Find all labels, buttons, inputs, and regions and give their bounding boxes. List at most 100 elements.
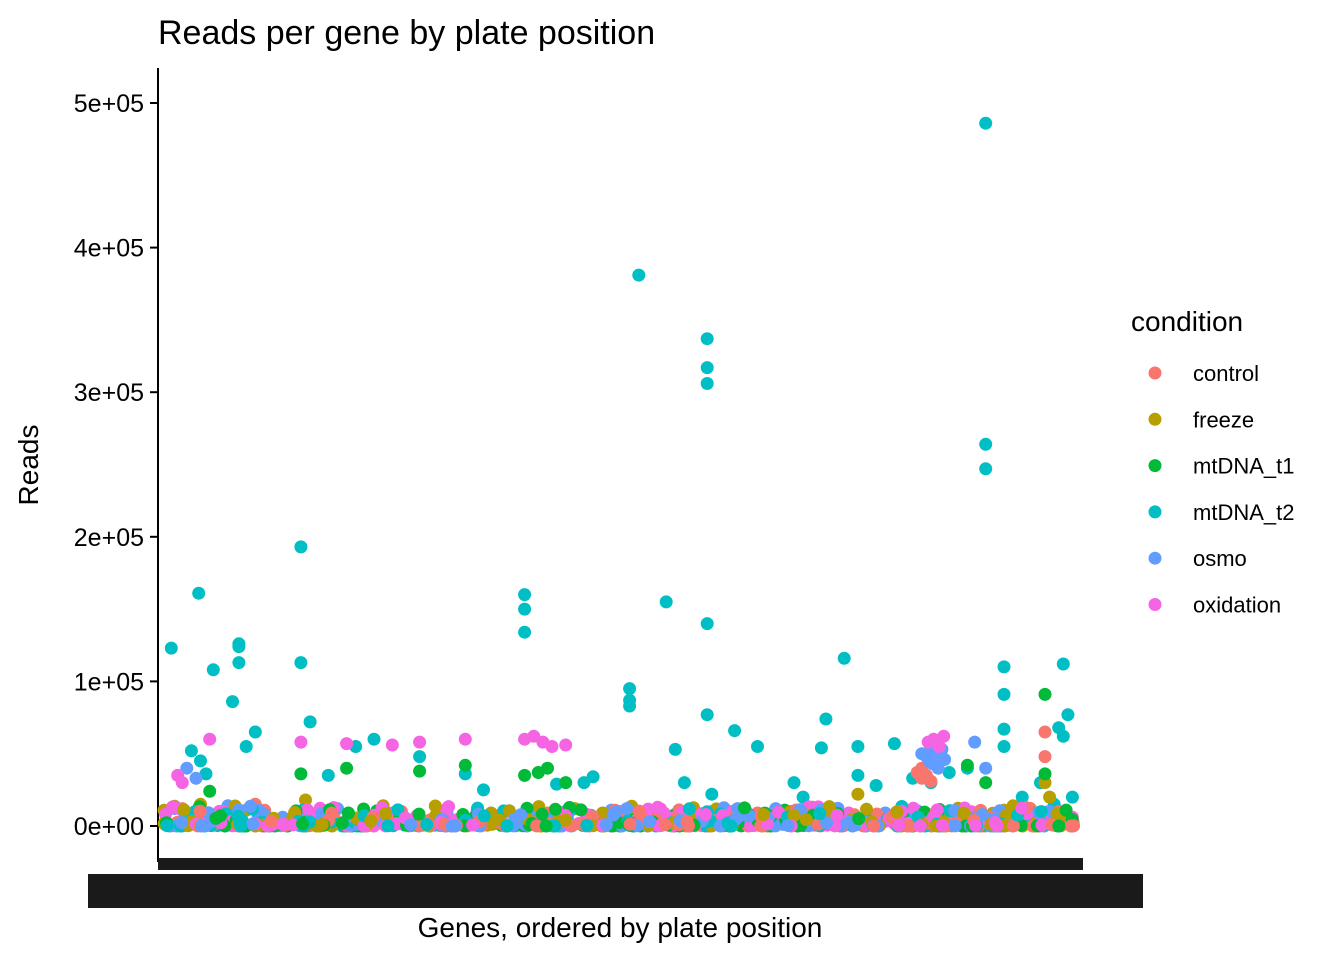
- data-point-cluster: [1064, 819, 1078, 833]
- data-point-cluster: [867, 819, 881, 833]
- data-point-cluster: [901, 819, 915, 833]
- data-point-mtDNA_t2: [184, 744, 198, 758]
- y-ticks: 0e+00 1e+05 2e+05 3e+05 4e+05 5e+05: [74, 90, 158, 841]
- data-point-mtDNA_t2: [700, 617, 714, 631]
- data-point-cluster: [286, 818, 300, 832]
- data-point-cluster: [231, 809, 245, 823]
- data-point-cluster: [813, 807, 827, 821]
- data-point-cluster: [890, 805, 904, 819]
- data-point-oxidation: [175, 776, 189, 790]
- data-point-mtDNA_t2: [942, 766, 956, 779]
- data-point-mtDNA_t2: [751, 740, 764, 753]
- data-point-mtDNA_t1: [1038, 767, 1052, 781]
- data-point-cluster: [445, 819, 459, 833]
- data-point-cluster: [757, 808, 770, 821]
- x-axis-title: Genes, ordered by plate position: [418, 912, 823, 943]
- data-point-mtDNA_t2: [814, 741, 828, 755]
- data-point-mtDNA_t2: [248, 725, 262, 739]
- data-point-cluster: [606, 808, 620, 822]
- data-point-cluster: [500, 819, 514, 833]
- data-point-cluster: [787, 808, 801, 822]
- data-point-mtDNA_t2: [623, 693, 637, 707]
- data-point-oxidation: [932, 740, 946, 753]
- data-point-cluster: [852, 812, 866, 826]
- data-point-cluster: [935, 818, 949, 832]
- data-point-mtDNA_t2: [705, 787, 719, 801]
- data-point-control: [1038, 725, 1052, 739]
- data-point-mtDNA_t2: [413, 750, 427, 764]
- data-point-oxidation: [458, 732, 472, 746]
- data-point-mtDNA_t2: [979, 437, 993, 451]
- data-point-mtDNA_t2: [1065, 790, 1079, 804]
- data-point-cluster: [276, 818, 290, 831]
- data-point-cluster: [860, 802, 873, 816]
- data-point-mtDNA_t2: [239, 740, 253, 753]
- y-tick-label: 2e+05: [74, 524, 144, 552]
- legend-swatch-freeze: [1148, 412, 1162, 426]
- data-point-cluster: [193, 804, 207, 818]
- data-point-cluster: [175, 816, 189, 829]
- data-point-cluster: [466, 818, 480, 832]
- data-point-mtDNA_t2: [232, 656, 246, 670]
- data-point-cluster: [379, 807, 393, 821]
- data-points: [157, 116, 1081, 833]
- data-point-cluster: [214, 809, 227, 823]
- data-point-mtDNA_t2: [700, 361, 714, 375]
- data-point-cluster: [643, 815, 657, 829]
- data-point-cluster: [341, 806, 355, 820]
- data-point-osmo: [189, 771, 203, 785]
- data-point-cluster: [892, 818, 906, 832]
- data-point-cluster: [682, 802, 696, 816]
- data-point-mtDNA_t2: [997, 687, 1011, 701]
- data-point-mtDNA_t2: [700, 377, 714, 390]
- data-point-cluster: [623, 817, 637, 831]
- data-point-cluster: [1052, 819, 1066, 833]
- data-point-mtDNA_t2: [192, 586, 206, 600]
- data-point-cluster: [514, 808, 528, 822]
- data-point-cluster: [724, 819, 738, 833]
- data-point-cluster: [599, 818, 613, 832]
- data-point-mtDNA_t2: [1056, 657, 1070, 671]
- data-point-cluster: [177, 803, 191, 817]
- data-point-cluster: [412, 807, 426, 821]
- data-point-cluster: [948, 819, 962, 833]
- data-point-mtDNA_t1: [458, 758, 472, 772]
- data-point-freeze: [1043, 790, 1057, 804]
- data-point-mtDNA_t2: [367, 732, 381, 746]
- data-point-mtDNA_t2: [294, 540, 308, 554]
- data-point-mtDNA_t2: [997, 740, 1011, 753]
- data-point-mtDNA_t2: [623, 682, 637, 696]
- data-point-cluster: [574, 803, 588, 817]
- data-point-osmo: [180, 761, 194, 775]
- y-tick-label: 0e+00: [74, 813, 144, 841]
- data-point-freeze: [851, 787, 865, 801]
- data-point-cluster: [477, 809, 491, 823]
- legend-label-mtDNA_t1: mtDNA_t1: [1193, 454, 1294, 479]
- data-point-mtDNA_t2: [164, 641, 178, 655]
- data-point-cluster: [913, 819, 927, 833]
- data-point-mtDNA_t1: [294, 767, 308, 781]
- data-point-mtDNA_t1: [340, 761, 354, 775]
- data-point-cluster: [680, 815, 694, 829]
- data-point-mtDNA_t1: [518, 768, 532, 782]
- data-point-cluster: [381, 819, 395, 833]
- data-point-cluster: [530, 819, 544, 833]
- y-tick-label: 3e+05: [74, 379, 144, 407]
- data-point-mtDNA_t1: [541, 761, 554, 775]
- legend-label-control: control: [1193, 361, 1259, 386]
- data-point-cluster: [957, 806, 971, 820]
- data-point-mtDNA_t2: [1015, 790, 1029, 804]
- data-point-cluster: [264, 814, 278, 828]
- data-point-mtDNA_t2: [206, 663, 220, 677]
- legend-swatch-control: [1148, 366, 1162, 380]
- data-point-mtDNA_t2: [728, 724, 742, 738]
- data-point-osmo: [938, 753, 952, 766]
- data-point-cluster: [160, 819, 174, 833]
- data-point-cluster: [820, 816, 833, 830]
- data-point-mtDNA_t2: [659, 595, 673, 609]
- data-point-cluster: [822, 800, 836, 814]
- data-point-mtDNA_t2: [632, 268, 646, 282]
- data-point-mtDNA_t2: [851, 768, 865, 782]
- legend-label-oxidation: oxidation: [1193, 593, 1281, 618]
